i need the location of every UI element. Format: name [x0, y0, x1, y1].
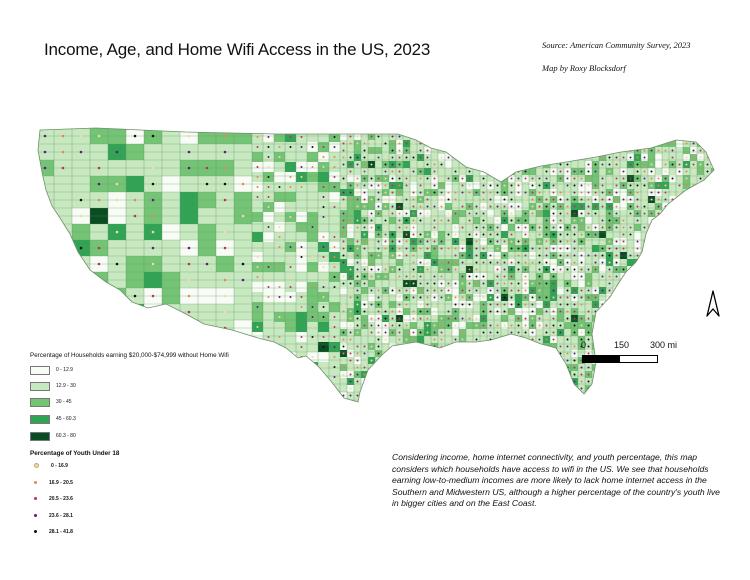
youth-legend-dot — [34, 530, 37, 533]
youth-legend-item: 23.6 - 28.1 — [34, 511, 73, 520]
wifi-legend-swatch — [30, 365, 50, 375]
youth-legend-dot — [34, 481, 37, 484]
source-credit: Source: American Community Survey, 2023 — [542, 40, 691, 50]
wifi-legend-title: Percentage of Households earning $20,000… — [30, 352, 229, 359]
youth-legend-item: 16.9 - 20.5 — [34, 478, 73, 487]
scale-label-0: 0 — [581, 340, 587, 350]
wifi-legend-item: 45 - 60.3 — [30, 414, 76, 424]
map-description: Considering income, home internet connec… — [392, 452, 720, 509]
youth-legend-item: 20.5 - 23.6 — [34, 494, 73, 503]
youth-legend-dot — [34, 497, 37, 500]
wifi-legend-swatch — [30, 397, 50, 407]
wifi-legend-item: 60.3 - 80 — [30, 431, 76, 441]
scale-bar-segments — [582, 355, 658, 363]
author-credit: Map by Roxy Blocksdorf — [542, 63, 626, 73]
youth-legend-label: 16.9 - 20.5 — [49, 479, 73, 486]
scale-label-150: 150 — [614, 340, 630, 350]
wifi-legend-swatch — [30, 381, 50, 391]
youth-legend-title: Percentage of Youth Under 18 — [30, 450, 120, 457]
youth-legend-item: 0 - 16.9 — [34, 461, 68, 470]
map-title: Income, Age, and Home Wifi Access in the… — [44, 40, 431, 59]
youth-legend-label: 20.5 - 23.6 — [49, 495, 73, 502]
north-arrow-icon — [706, 290, 720, 317]
scale-label-300: 300 mi — [650, 340, 678, 350]
youth-legend-label: 0 - 16.9 — [51, 462, 68, 469]
wifi-legend-label: 45 - 60.3 — [56, 416, 76, 422]
wifi-legend-label: 30 - 45 — [56, 399, 72, 405]
wifi-legend-swatch — [30, 431, 50, 441]
wifi-legend-label: 12.9 - 30 — [56, 383, 76, 389]
youth-legend-dot — [34, 463, 39, 468]
us-county-map — [37, 127, 715, 403]
youth-legend-label: 28.1 - 41.8 — [49, 528, 73, 535]
wifi-legend-item: 0 - 12.9 — [30, 365, 73, 375]
wifi-legend-item: 12.9 - 30 — [30, 381, 76, 391]
scale-bar: 0 150 300 mi — [581, 340, 692, 370]
wifi-legend-label: 60.3 - 80 — [56, 433, 76, 439]
youth-legend-item: 28.1 - 41.8 — [34, 527, 73, 536]
wifi-legend-item: 30 - 45 — [30, 397, 72, 407]
youth-legend-dot — [34, 514, 37, 517]
wifi-legend-swatch — [30, 414, 50, 424]
youth-legend-label: 23.6 - 28.1 — [49, 512, 73, 519]
wifi-legend-label: 0 - 12.9 — [56, 367, 73, 373]
